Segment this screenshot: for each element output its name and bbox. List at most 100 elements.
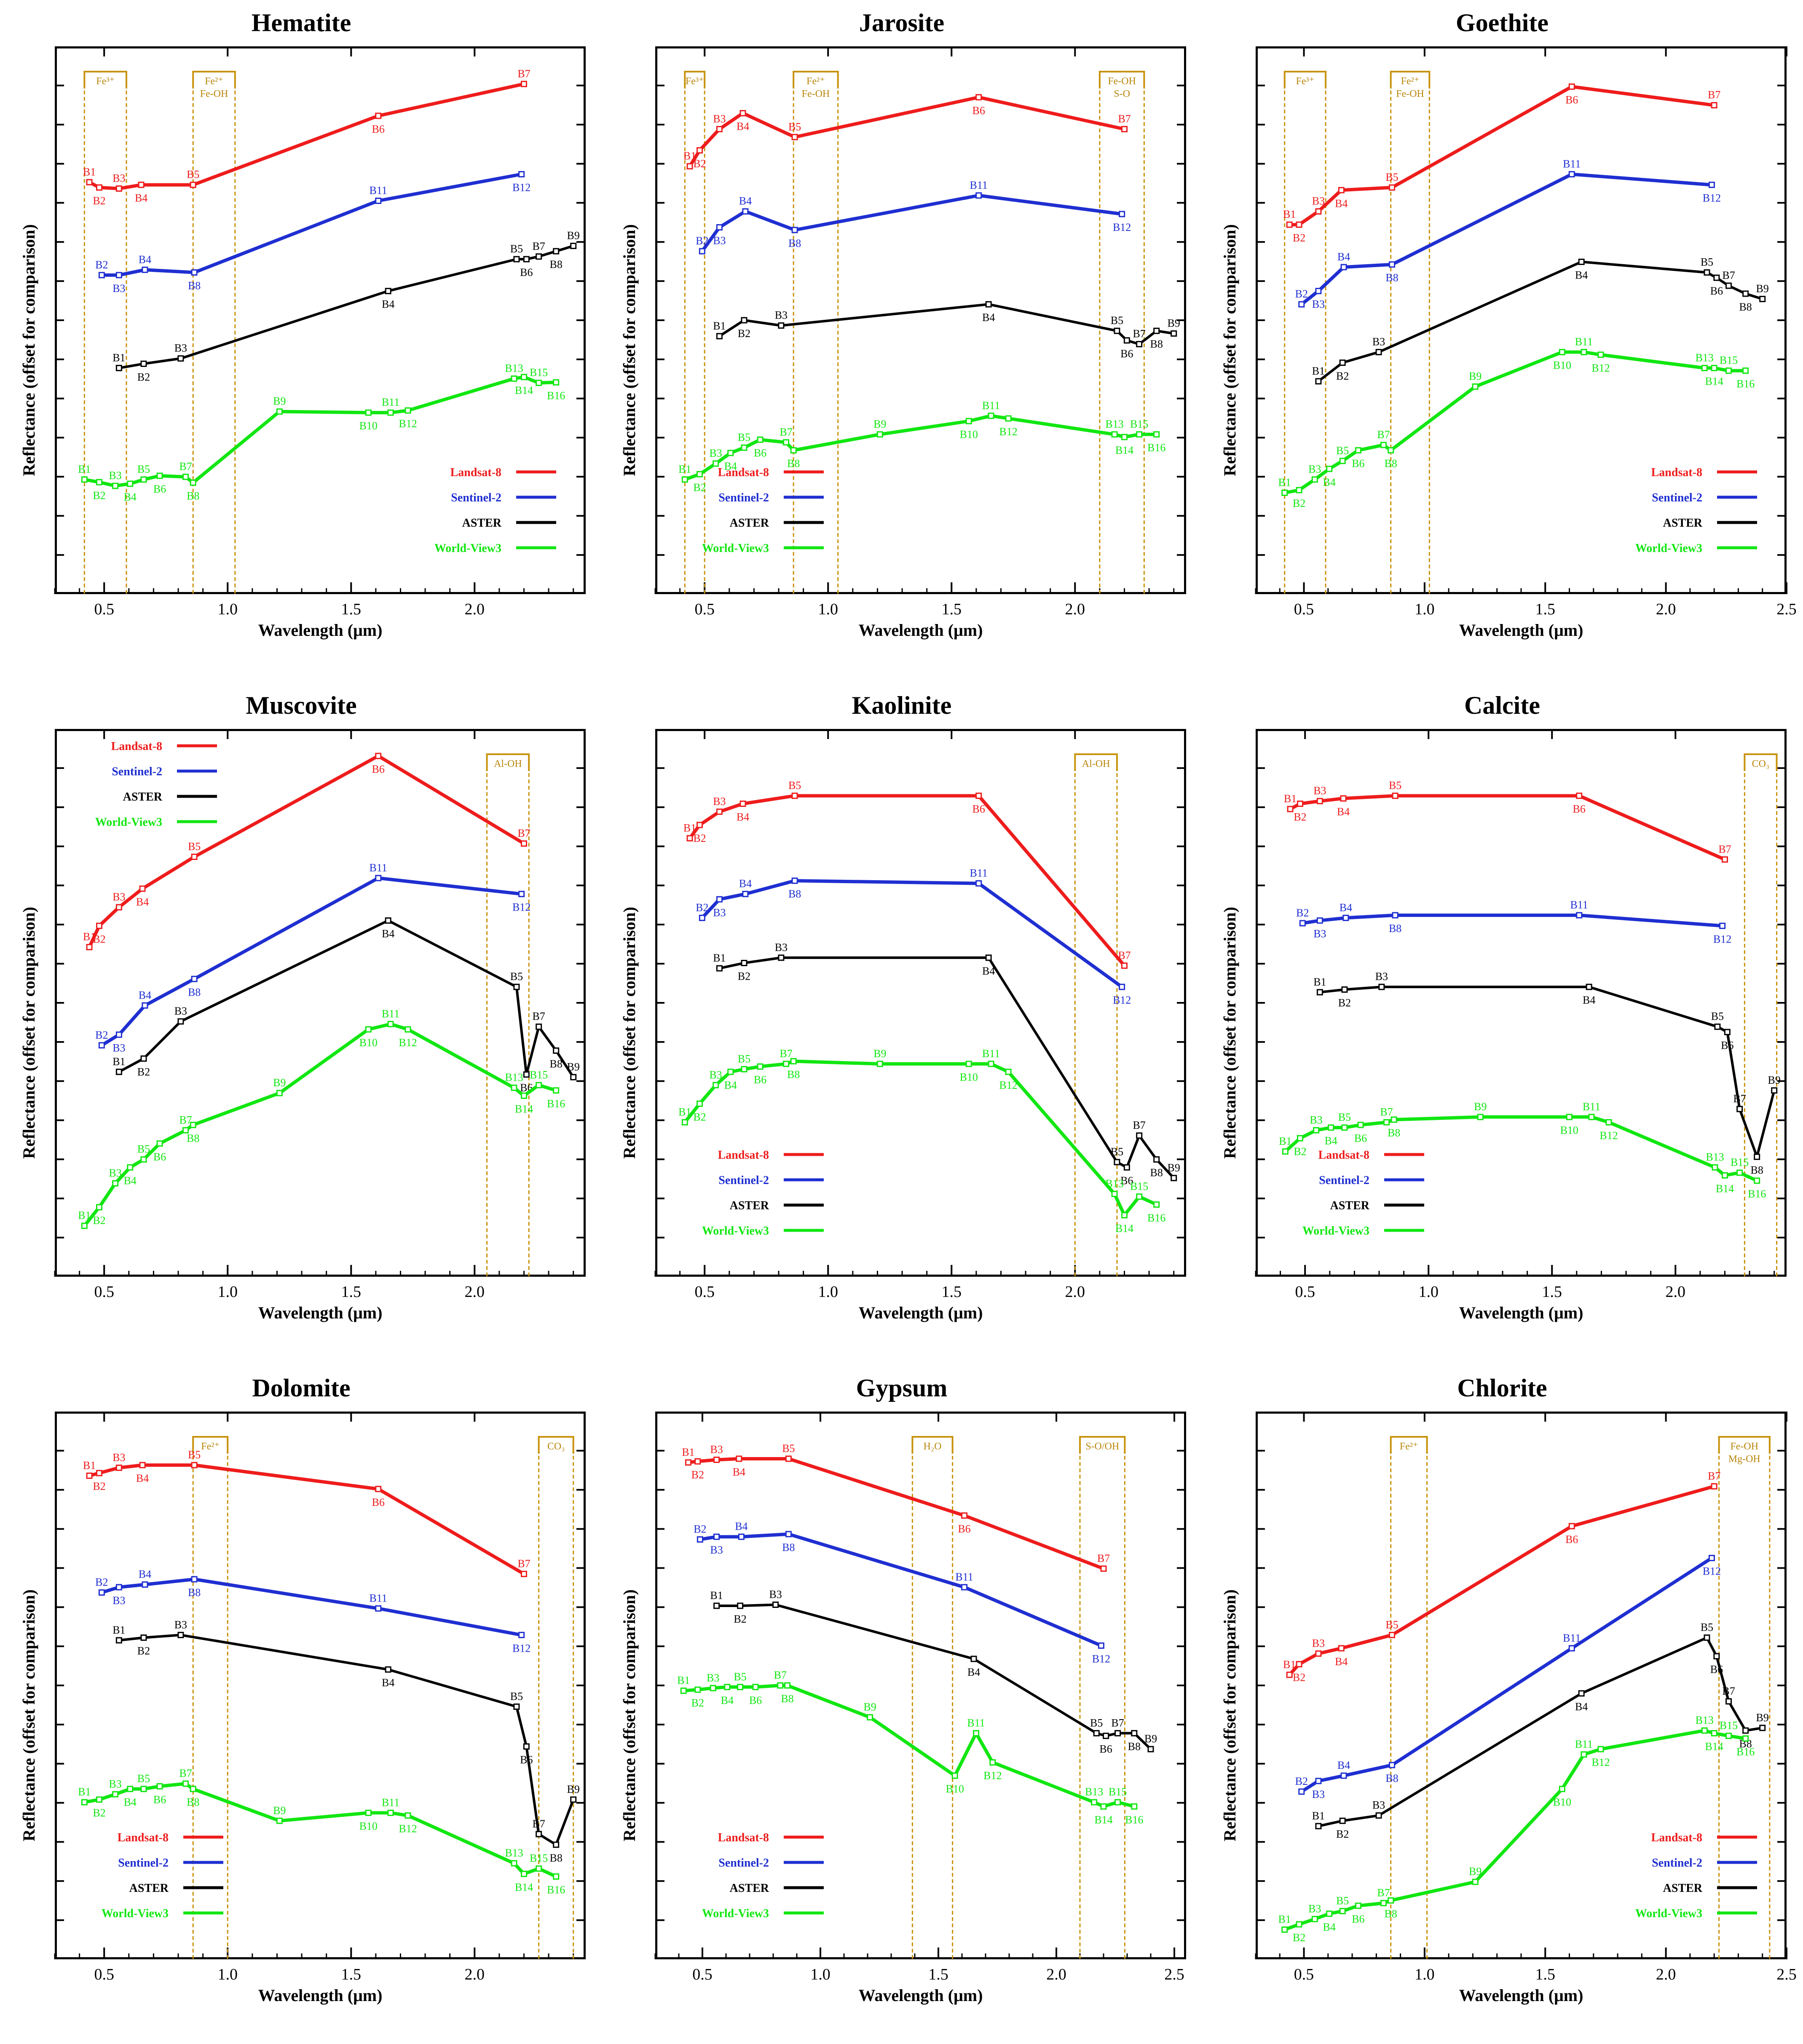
band-label: B1 bbox=[1283, 208, 1296, 220]
band-label: B5 bbox=[782, 1442, 795, 1455]
band-label: B13 bbox=[1105, 418, 1123, 430]
data-point bbox=[970, 1656, 977, 1662]
data-point bbox=[1742, 1735, 1749, 1742]
data-point bbox=[1136, 1132, 1143, 1139]
data-point bbox=[790, 1058, 797, 1065]
band-label: B3 bbox=[1312, 1637, 1325, 1649]
band-label: B3 bbox=[1313, 785, 1326, 797]
data-point bbox=[985, 301, 992, 308]
absorption-region-bracket bbox=[1079, 1436, 1126, 1454]
band-label: B3 bbox=[109, 469, 121, 482]
data-point bbox=[1581, 1751, 1587, 1758]
band-label: B6 bbox=[1352, 458, 1364, 470]
band-label: B2 bbox=[1336, 370, 1349, 382]
data-point bbox=[739, 110, 746, 117]
data-point bbox=[716, 965, 723, 972]
band-label: B2 bbox=[693, 481, 706, 493]
data-point bbox=[1742, 367, 1749, 374]
data-point bbox=[191, 269, 198, 276]
band-label: B2 bbox=[1293, 1672, 1305, 1684]
band-label: B4 bbox=[1337, 251, 1350, 263]
band-label: B3 bbox=[1308, 1902, 1321, 1915]
band-label: B6 bbox=[1573, 803, 1586, 815]
data-point bbox=[127, 1786, 134, 1792]
band-label: B5 bbox=[1389, 780, 1401, 792]
x-tick-label: 1.5 bbox=[1535, 600, 1556, 618]
band-label: B3 bbox=[713, 795, 726, 807]
data-point bbox=[1578, 258, 1585, 265]
band-label: B11 bbox=[967, 1717, 985, 1729]
band-label: B15 bbox=[1109, 1786, 1127, 1798]
data-point bbox=[142, 1581, 148, 1588]
data-point bbox=[115, 185, 122, 192]
absorption-region-label: Fe-OH bbox=[1730, 1441, 1758, 1452]
data-point bbox=[1326, 1910, 1333, 1917]
series-line-aster bbox=[718, 303, 1174, 346]
band-label: B3 bbox=[709, 447, 722, 459]
x-tick-label: 2.5 bbox=[1776, 600, 1797, 618]
band-label: B13 bbox=[505, 362, 523, 375]
data-point bbox=[1136, 341, 1143, 348]
data-point bbox=[536, 380, 542, 386]
data-point bbox=[1380, 442, 1387, 448]
data-point bbox=[115, 364, 122, 371]
band-label: B4 bbox=[1575, 1701, 1588, 1713]
legend: Landsat-8 Sentinel-2 ASTER World-View3 bbox=[95, 740, 217, 829]
band-label: B4 bbox=[135, 192, 147, 204]
data-point bbox=[1100, 1565, 1107, 1572]
data-point bbox=[276, 1090, 283, 1096]
data-point bbox=[790, 447, 797, 454]
band-label: B2 bbox=[93, 195, 105, 207]
data-point bbox=[975, 793, 982, 799]
data-point bbox=[694, 1686, 701, 1693]
band-label: B8 bbox=[187, 1796, 199, 1808]
band-label: B8 bbox=[787, 458, 800, 470]
absorption-region-bracket bbox=[1744, 753, 1778, 771]
data-point bbox=[156, 1783, 163, 1790]
data-point bbox=[791, 793, 798, 799]
x-tick-label: 0.5 bbox=[694, 1283, 715, 1301]
band-label: B3 bbox=[710, 1544, 723, 1556]
data-point bbox=[182, 1127, 189, 1133]
legend: Landsat-8 Sentinel-2 ASTER World-View3 bbox=[1635, 1831, 1757, 1920]
data-point bbox=[1566, 1114, 1573, 1120]
data-point bbox=[697, 1536, 703, 1543]
legend: Landsat-8 Sentinel-2 ASTER World-View3 bbox=[434, 466, 556, 555]
data-point bbox=[375, 875, 382, 881]
series-line-sentinel-2 bbox=[101, 1578, 522, 1637]
band-label: B1 bbox=[1313, 976, 1326, 988]
data-point bbox=[685, 1459, 691, 1466]
band-label: B5 bbox=[510, 970, 523, 983]
panel-jarosite: Jarosite Reflectance (offset for comparis… bbox=[609, 0, 1195, 674]
x-axis-label: Wavelength (μm) bbox=[858, 1303, 983, 1322]
band-label: B12 bbox=[1092, 1653, 1110, 1665]
data-point bbox=[965, 1061, 972, 1067]
band-label: B16 bbox=[1736, 1746, 1755, 1758]
data-point bbox=[139, 885, 146, 892]
data-point bbox=[86, 1472, 93, 1479]
data-point bbox=[961, 1584, 968, 1591]
x-tick-label: 2.0 bbox=[1046, 1966, 1066, 1983]
band-label: B12 bbox=[983, 1770, 1002, 1782]
band-label: B6 bbox=[1710, 1664, 1723, 1676]
band-label: B11 bbox=[1575, 1738, 1593, 1750]
band-label: B3 bbox=[1313, 928, 1326, 940]
band-label: B3 bbox=[1375, 970, 1388, 983]
data-point bbox=[385, 1666, 391, 1673]
band-label: B9 bbox=[273, 1804, 286, 1816]
x-tick-label: 2.0 bbox=[1065, 600, 1085, 618]
band-label: B8 bbox=[187, 490, 199, 502]
data-point bbox=[518, 891, 525, 897]
band-label: B8 bbox=[1385, 272, 1398, 284]
absorption-region-bracket bbox=[1718, 1436, 1771, 1454]
data-point bbox=[975, 94, 982, 101]
band-label: B2 bbox=[1293, 1931, 1305, 1944]
data-point bbox=[1114, 1799, 1121, 1806]
band-label: B5 bbox=[188, 841, 201, 853]
data-point bbox=[1380, 1900, 1387, 1907]
band-label: B6 bbox=[1352, 1913, 1364, 1925]
band-label: B16 bbox=[1125, 1814, 1143, 1826]
band-label: B1 bbox=[1312, 1810, 1325, 1822]
data-point bbox=[365, 1809, 372, 1816]
data-point bbox=[784, 1682, 791, 1689]
